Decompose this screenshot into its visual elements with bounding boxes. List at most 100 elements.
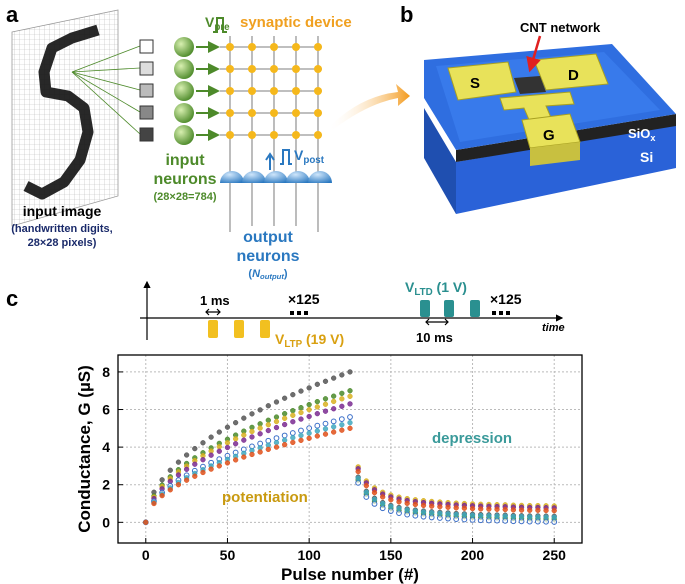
ltp-width: 1 ms: [200, 293, 230, 308]
data-point: [306, 413, 312, 420]
data-point: [273, 439, 280, 446]
data-point: [241, 454, 247, 460]
data-point: [355, 468, 361, 475]
data-point: [404, 511, 411, 518]
data-point: [363, 483, 369, 489]
x-tick-label: 100: [297, 547, 321, 563]
data-point: [331, 429, 337, 435]
data-point: [396, 499, 402, 505]
data-point: [167, 487, 173, 493]
pre-pulse: [213, 17, 227, 33]
data-point: [273, 418, 280, 425]
data-point: [404, 500, 410, 506]
data-point: [183, 477, 190, 483]
y-tick-label: 0: [102, 514, 110, 530]
data-point: [314, 428, 320, 434]
data-point: [298, 409, 304, 416]
data-point: [167, 467, 173, 473]
data-point: [175, 459, 182, 465]
data-point: [461, 512, 468, 518]
data-point: [281, 411, 288, 417]
data-point: [322, 426, 329, 432]
data-point: [232, 420, 239, 426]
x-tick-label: 250: [543, 547, 567, 563]
connection-lines: [71, 45, 141, 135]
data-point: [322, 420, 329, 427]
data-point: [551, 519, 558, 525]
data-point: [298, 427, 304, 434]
output-neurons: [220, 171, 332, 183]
data-point: [363, 494, 370, 500]
data-point: [192, 461, 198, 467]
data-point: [208, 466, 214, 472]
gate-label: G: [543, 127, 555, 144]
data-point: [143, 519, 149, 525]
synaptic-dot: [314, 43, 322, 51]
data-point: [469, 512, 476, 518]
data-point: [249, 411, 255, 417]
synaptic-dot: [270, 43, 278, 51]
data-point: [510, 513, 517, 520]
panel-label: c: [6, 286, 18, 311]
data-point: [429, 503, 435, 509]
data-point: [420, 509, 427, 515]
data-point: [257, 449, 263, 455]
y-tick-label: 2: [102, 477, 110, 493]
output-neurons-label: output: [243, 229, 293, 246]
data-point: [388, 503, 394, 509]
width-arrow: [205, 308, 221, 316]
n-output: (Noutput): [248, 268, 288, 281]
data-point: [339, 403, 345, 409]
data-point: [371, 500, 378, 507]
data-point: [502, 513, 508, 519]
data-point: [347, 369, 353, 375]
input-image-note: (handwritten digits,: [11, 223, 112, 235]
synaptic-devices: [226, 43, 322, 139]
data-point: [396, 510, 402, 517]
data-point: [543, 507, 549, 514]
data-point: [371, 496, 378, 502]
data-point: [265, 422, 271, 428]
data-point: [257, 407, 263, 413]
data-point: [298, 416, 304, 422]
data-point: [322, 401, 329, 407]
data-point: [526, 518, 533, 525]
data-point: [477, 517, 484, 524]
cnt-label: CNT network: [520, 20, 601, 35]
data-point: [216, 448, 222, 454]
data-point: [347, 420, 353, 426]
data-point: [339, 390, 345, 397]
synaptic-dot: [248, 43, 256, 51]
data-point: [355, 475, 361, 481]
data-point: [429, 510, 435, 516]
data-point: [298, 404, 304, 411]
data-point: [404, 507, 410, 513]
data-point: [486, 513, 492, 519]
x-tick-label: 50: [220, 547, 236, 563]
data-point: [208, 434, 214, 440]
data-point: [380, 494, 386, 500]
v-pre: Vpre: [205, 14, 230, 33]
data-point: [380, 500, 386, 507]
synaptic-dot: [292, 131, 300, 139]
data-point: [379, 505, 386, 512]
source-label: S: [470, 75, 480, 92]
oxide-label: SiOx: [628, 126, 655, 143]
y-tick-label: 6: [102, 402, 110, 418]
synaptic-dot: [314, 131, 322, 139]
synaptic-dot: [292, 109, 300, 117]
synaptic-dot: [270, 87, 278, 95]
data-point: [494, 513, 500, 519]
synaptic-dot: [292, 43, 300, 51]
data-point: [437, 504, 443, 510]
synaptic-dot: [314, 87, 322, 95]
data-point: [175, 472, 182, 478]
synaptic-dot: [292, 65, 300, 73]
data-point: [502, 506, 508, 513]
data-point: [314, 411, 320, 417]
data-point: [281, 415, 288, 422]
data-point: [339, 372, 345, 378]
data-point: [339, 427, 345, 433]
data-point: [241, 415, 247, 421]
cnt-arrow: [526, 35, 542, 73]
